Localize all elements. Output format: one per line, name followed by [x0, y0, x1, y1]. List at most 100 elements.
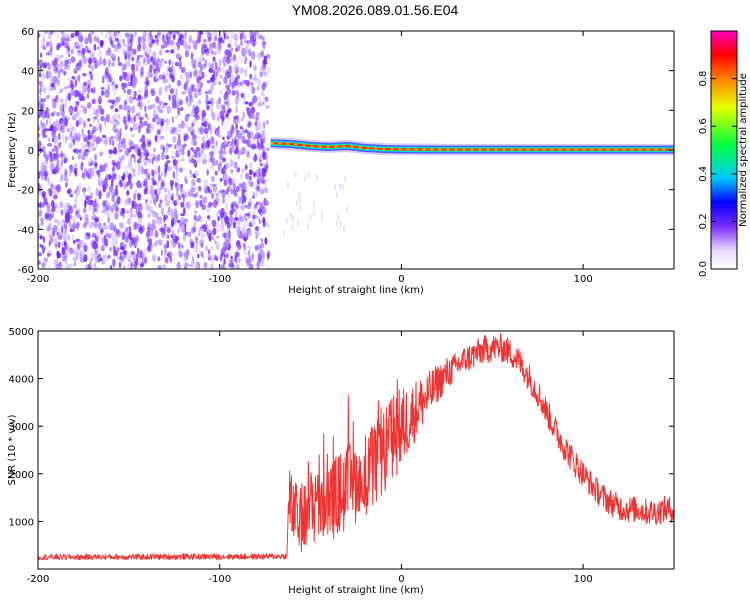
- spectrogram-noise-cell: [61, 133, 65, 143]
- spectrogram-noise-cell: [207, 204, 212, 208]
- spectrogram-noise-cell: [219, 110, 224, 120]
- spectrogram-noise-cell: [231, 90, 236, 96]
- spectrogram-noise-cell: [82, 132, 85, 139]
- spectrogram-noise-cell: [158, 74, 164, 80]
- spectrogram-noise-cell: [40, 52, 43, 58]
- spectrogram-noise-cell: [59, 153, 65, 157]
- spectrogram-noise-cell: [216, 49, 222, 54]
- spectrogram-noise-cell: [93, 108, 99, 113]
- spectrogram-noise-cell: [226, 136, 231, 140]
- spectrogram-noise-cell: [111, 237, 116, 246]
- spectrogram-noise-cell: [243, 244, 247, 252]
- spectrogram-noise-cell: [243, 189, 247, 193]
- spectrogram-noise-cell: [227, 36, 233, 45]
- spectrogram-noise-cell: [240, 39, 243, 46]
- spectrogram-noise-cell: [234, 255, 238, 263]
- spectrogram-noise-cell: [239, 214, 242, 221]
- spectrogram-noise-cell: [91, 139, 96, 144]
- spectrogram-noise-cell: [183, 207, 186, 215]
- spectrogram-noise-cell: [38, 252, 42, 257]
- spectrogram-noise-cell: [264, 237, 268, 245]
- spectrogram-noise-cell: [101, 236, 105, 245]
- spectrogram-noise-cell: [232, 219, 237, 229]
- spectrogram-noise-cell: [83, 120, 86, 128]
- spectrogram-noise-cell: [68, 142, 73, 150]
- spectrogram-noise-cell: [238, 258, 241, 262]
- spectrogram-noise-cell: [60, 54, 64, 59]
- spectrogram-noise-cell: [159, 125, 164, 133]
- spectrogram-noise-cell: [239, 67, 245, 74]
- spectrogram-noise-cell: [178, 61, 182, 70]
- spectrogram-noise-cell: [65, 95, 68, 104]
- spectrogram-noise-cell: [221, 141, 225, 149]
- spectrogram-noise-cell: [77, 50, 81, 56]
- spectrogram-noise-cell: [216, 70, 219, 77]
- spectrogram-noise-cell: [104, 89, 110, 98]
- spectrogram-faint-cell: [341, 184, 344, 191]
- spectrogram-noise-cell: [104, 238, 109, 247]
- spectrogram-noise-cell: [225, 117, 229, 127]
- spectrogram-noise-cell: [182, 66, 186, 74]
- spectrogram-noise-cell: [119, 157, 123, 164]
- spectrogram-noise-cell: [63, 242, 68, 246]
- spectrogram-noise-cell: [123, 89, 127, 94]
- spectrogram-noise-cell: [205, 219, 208, 226]
- spectrogram-noise-cell: [262, 151, 267, 160]
- spectrogram-noise-cell: [95, 34, 98, 43]
- spectrogram-noise-cell: [152, 163, 156, 168]
- spectrogram-noise-cell: [158, 60, 163, 69]
- spectrogram-noise-cell: [137, 101, 142, 108]
- spectrogram-noise-cell: [217, 42, 222, 52]
- spectrogram-noise-cell: [190, 147, 194, 151]
- spectrogram-noise-cell: [211, 81, 217, 86]
- spectrogram-noise-cell: [198, 185, 202, 192]
- spectrogram-noise-cell: [166, 105, 172, 114]
- spectrogram-noise-cell: [52, 153, 57, 160]
- spectrogram-noise-cell: [64, 169, 68, 178]
- spectrogram-noise-cell: [241, 195, 245, 204]
- spectrogram-noise-cell: [82, 47, 85, 55]
- spectrogram-noise-cell: [223, 105, 226, 113]
- spectrogram-noise-cell: [83, 244, 88, 253]
- spectrogram-noise-cell: [152, 243, 155, 248]
- spectrogram-noise-cell: [212, 50, 218, 56]
- spectrogram-noise-cell: [68, 53, 71, 58]
- spectrogram-noise-cell: [105, 230, 109, 236]
- spectrogram-noise-cell: [233, 77, 239, 86]
- spectrogram-noise-cell: [110, 135, 115, 140]
- spectrogram-noise-cell: [117, 32, 121, 39]
- spectrogram-noise-cell: [147, 213, 151, 218]
- spectrogram-noise-cell: [238, 130, 241, 134]
- spectrogram-noise-cell: [87, 157, 93, 164]
- spectrogram-noise-cell: [90, 88, 94, 93]
- spectrogram-noise-cell: [170, 208, 174, 217]
- spectrogram-noise-cell: [231, 125, 235, 134]
- spectrogram-faint-cell: [339, 184, 341, 190]
- spectrogram-noise-cell: [206, 207, 211, 213]
- spectrogram-noise-cell: [69, 193, 74, 198]
- spectrogram-noise-cell: [69, 228, 75, 233]
- spectrogram-noise-cell: [60, 209, 64, 216]
- spectrogram-noise-cell: [52, 99, 57, 109]
- spectrogram-noise-cell: [91, 146, 97, 152]
- spectrogram-noise-cell: [53, 202, 58, 207]
- spectrogram-noise-cell: [79, 217, 83, 221]
- spectrogram-noise-cell: [246, 138, 251, 148]
- spectrogram-noise-cell: [197, 82, 201, 91]
- spectrogram-noise-cell: [106, 205, 111, 211]
- spectrogram-noise-cell: [184, 218, 189, 223]
- spectrogram-noise-cell: [204, 46, 208, 54]
- spectrogram-noise-cell: [145, 76, 149, 84]
- spectrogram-noise-cell: [155, 167, 158, 176]
- spectrogram-noise-cell: [168, 126, 173, 134]
- spectrogram-noise-cell: [73, 249, 77, 255]
- spectrogram-noise-cell: [49, 45, 53, 52]
- spectrogram-noise-cell: [53, 85, 56, 91]
- spectrogram-noise-cell: [97, 253, 102, 263]
- spectrogram-noise-cell: [214, 63, 218, 68]
- spectrogram-noise-cell: [256, 179, 260, 185]
- spectrogram-noise-cell: [118, 261, 122, 269]
- spectrogram-faint-cell: [335, 220, 338, 227]
- snr-x-tick-label: 0: [398, 574, 404, 585]
- spectrogram-noise-cell: [61, 125, 67, 130]
